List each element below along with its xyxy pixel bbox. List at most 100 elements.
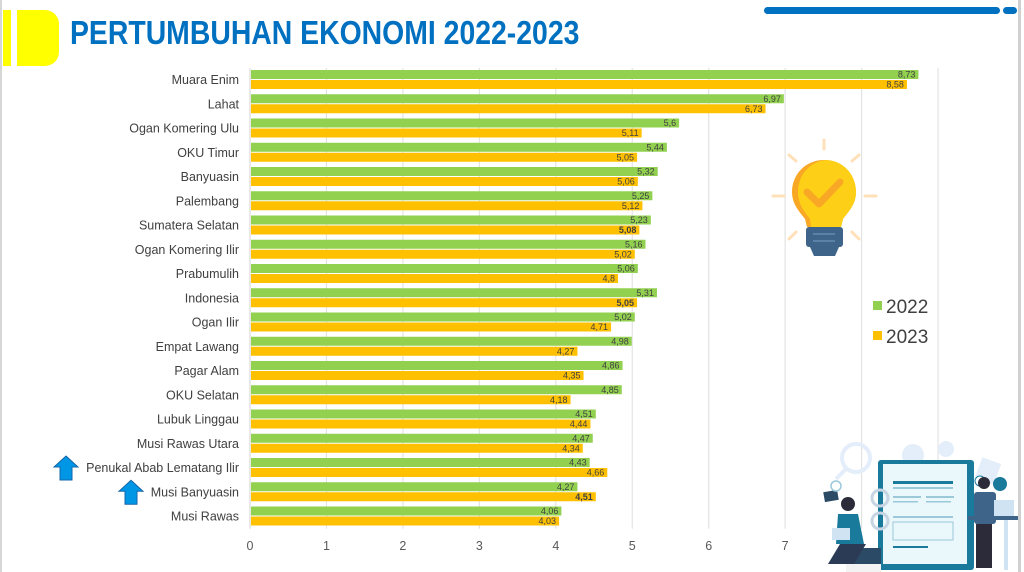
bar-2023 [251, 201, 643, 211]
value-label-2022: 8,73 [898, 70, 916, 80]
chart-x-ticks: 0 1 2 3 4 5 6 7 [247, 539, 789, 553]
value-label-2023: 4,27 [557, 346, 575, 356]
bar-2022 [251, 191, 653, 201]
slide-border-left [0, 0, 2, 572]
accent-shape [17, 10, 59, 66]
bar-2023 [251, 516, 560, 526]
value-label-2023: 4,51 [575, 492, 593, 502]
x-tick-label: 5 [629, 539, 636, 553]
value-label-2022: 4,43 [569, 458, 587, 468]
value-label-2022: 4,86 [602, 361, 620, 371]
chart-annotations [52, 455, 145, 505]
value-label-2023: 5,12 [622, 201, 640, 211]
bar-2023 [251, 177, 638, 186]
value-label-2022: 5,02 [614, 312, 632, 322]
value-label-2023: 4,44 [570, 419, 588, 429]
bar-2023 [251, 443, 583, 453]
bar-2022 [251, 506, 562, 516]
category-label: Palembang [176, 194, 239, 208]
value-label-2023: 5,11 [622, 128, 639, 138]
bar-2022 [251, 264, 638, 273]
value-label-2022: 6,97 [763, 94, 781, 104]
value-label-2023: 8,58 [886, 80, 904, 90]
bar-2022 [251, 288, 657, 298]
value-label-2023: 4,66 [587, 468, 605, 478]
value-label-2022: 5,6 [664, 118, 677, 128]
bar-2023 [251, 371, 584, 380]
category-label: Musi Rawas [171, 510, 239, 524]
legend-label-2022: 2022 [886, 297, 928, 318]
value-label-2022: 5,44 [646, 142, 664, 152]
value-label-2023: 4,18 [550, 395, 568, 405]
category-label: Ogan Komering Ilir [135, 243, 239, 257]
value-label-2023: 5,05 [617, 298, 635, 308]
top-decorative-dot [1003, 7, 1017, 14]
bar-2023 [251, 395, 571, 405]
bar-2023 [251, 322, 612, 332]
value-label-2023: 5,08 [619, 225, 637, 235]
bar-2022 [251, 142, 667, 152]
value-label-2023: 4,03 [539, 516, 557, 526]
category-label: Lubuk Linggau [157, 413, 239, 427]
value-label-2023: 5,06 [617, 177, 635, 187]
bar-2023 [251, 298, 638, 308]
accent-bar [3, 10, 11, 66]
chart-legend: 2022 2023 [873, 297, 928, 348]
bar-2023 [251, 128, 642, 138]
value-label-2022: 5,16 [625, 239, 643, 249]
legend-label-2023: 2023 [886, 327, 928, 348]
category-label: Banyuasin [181, 170, 239, 184]
bar-2022 [251, 336, 632, 346]
x-tick-label: 6 [705, 539, 712, 553]
value-label-2023: 4,35 [563, 371, 581, 381]
value-label-2023: 4,34 [562, 443, 580, 453]
bar-2023 [251, 419, 591, 429]
bar-2023 [251, 249, 635, 259]
x-tick-label: 1 [323, 539, 330, 553]
category-label: Ogan Ilir [192, 316, 239, 330]
bar-2022 [251, 433, 593, 443]
value-label-2023: 4,71 [591, 322, 609, 332]
chart-value-labels: 8,738,586,976,735,65,115,445,055,325,065… [539, 70, 916, 527]
bar-2023 [251, 468, 608, 477]
category-label: Penukal Abab Lematang Ilir [86, 461, 239, 475]
category-label: OKU Timur [177, 146, 239, 160]
value-label-2022: 4,98 [611, 336, 629, 346]
x-tick-label: 4 [552, 539, 559, 553]
value-label-2022: 5,25 [632, 191, 650, 201]
category-label: Muara Enim [172, 73, 239, 87]
value-label-2023: 6,73 [745, 104, 763, 114]
bar-2022 [251, 312, 635, 322]
bar-2023 [251, 80, 907, 89]
category-label: Indonesia [185, 291, 239, 305]
category-label: Prabumulih [176, 267, 239, 281]
people-report-illustration [823, 441, 1018, 572]
category-label: Ogan Komering Ulu [129, 122, 239, 136]
value-label-2022: 5,06 [617, 264, 635, 274]
bar-2022 [251, 239, 646, 249]
slide-border-right [1018, 0, 1021, 572]
arrow-up-icon [117, 479, 145, 505]
value-label-2022: 5,23 [630, 215, 648, 225]
bar-2023 [251, 104, 766, 114]
bar-2022 [251, 118, 680, 128]
category-label: Musi Banyuasin [151, 485, 239, 499]
category-label: Sumatera Selatan [139, 219, 239, 233]
bar-2022 [251, 70, 919, 79]
value-label-2022: 4,85 [601, 385, 619, 395]
chart-bars [251, 70, 919, 526]
x-tick-label: 7 [782, 539, 789, 553]
category-label: Lahat [208, 97, 240, 111]
bar-2023 [251, 492, 596, 502]
page-title: PERTUMBUHAN EKONOMI 2022-2023 [70, 14, 580, 51]
bar-2023 [251, 346, 578, 356]
bar-2022 [251, 361, 623, 370]
chart-category-labels: Muara Enim Lahat Ogan Komering Ulu OKU Timu… [86, 73, 239, 524]
x-tick-label: 0 [247, 539, 254, 553]
value-label-2023: 5,05 [617, 152, 635, 162]
bar-2022 [251, 167, 658, 176]
x-tick-label: 3 [476, 539, 483, 553]
legend-swatch-2022 [873, 301, 882, 310]
category-label: Empat Lawang [156, 340, 239, 354]
